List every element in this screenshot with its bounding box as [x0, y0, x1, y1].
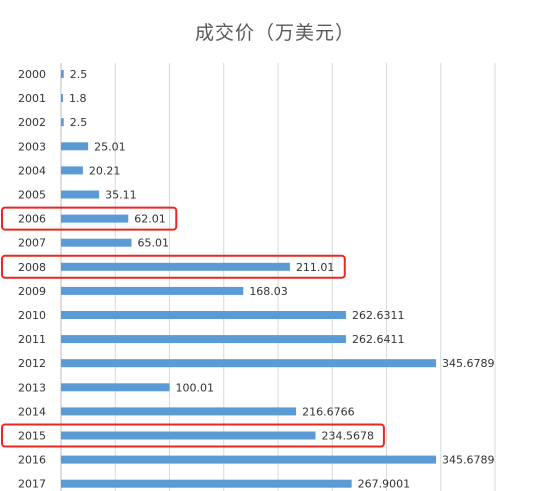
category-tick-label: 2004: [18, 164, 46, 177]
bar: [61, 190, 100, 199]
highlight-box: [1, 423, 385, 448]
data-label: 100.01: [176, 381, 215, 394]
data-label: 234.5678: [322, 430, 375, 443]
bar: [61, 383, 170, 392]
bar: [61, 166, 83, 175]
category-tick-label: 2009: [18, 285, 46, 298]
bar: [61, 431, 316, 440]
chart-title: 成交价（万美元）: [194, 22, 355, 44]
category-tick-label: 2001: [18, 92, 46, 105]
category-tick-label: 2002: [18, 116, 46, 129]
bar: [61, 214, 129, 223]
data-label: 262.6311: [352, 309, 405, 322]
bar: [61, 118, 64, 127]
category-tick-label: 2016: [18, 454, 46, 467]
data-label: 2.5: [70, 68, 88, 81]
highlight-box: [1, 254, 346, 279]
category-tick-label: 2006: [18, 213, 46, 226]
data-label: 62.01: [134, 213, 166, 226]
data-label: 216.6766: [302, 405, 355, 418]
data-label: 267.9001: [358, 478, 411, 491]
bar: [61, 94, 63, 103]
category-tick-label: 2010: [18, 309, 46, 322]
category-tick-label: 2013: [18, 381, 46, 394]
data-label: 20.21: [89, 164, 121, 177]
bar: [61, 238, 132, 247]
category-tick-label: 2005: [18, 189, 46, 202]
data-label: 65.01: [138, 237, 170, 250]
bar: [61, 262, 290, 271]
data-label: 168.03: [249, 285, 288, 298]
data-label: 345.6789: [442, 357, 495, 370]
category-tick-label: 2014: [18, 405, 46, 418]
data-label: 35.11: [105, 189, 137, 202]
category-tick-label: 2015: [18, 430, 46, 443]
bar: [61, 335, 346, 344]
category-tick-label: 2008: [18, 261, 46, 274]
bar: [61, 70, 64, 78]
category-tick-label: 2012: [18, 357, 46, 370]
bar: [61, 311, 346, 319]
category-tick-label: 2007: [18, 237, 46, 250]
category-tick-label: 2003: [18, 140, 46, 153]
bar: [61, 479, 352, 488]
highlight-box: [1, 206, 178, 231]
bar: [61, 407, 297, 416]
data-label: 262.6411: [352, 333, 405, 346]
data-label: 2.5: [70, 116, 88, 129]
data-label: 1.8: [69, 92, 87, 105]
bar: [61, 286, 244, 295]
bar: [61, 359, 437, 368]
category-tick-label: 2000: [18, 68, 46, 81]
data-label: 345.6789: [442, 454, 495, 467]
category-tick-label: 2011: [18, 333, 46, 346]
category-tick-label: 2017: [18, 478, 46, 491]
data-label: 25.01: [94, 140, 126, 153]
data-label: 211.01: [296, 261, 335, 274]
bar: [61, 142, 89, 151]
bar: [61, 455, 437, 464]
